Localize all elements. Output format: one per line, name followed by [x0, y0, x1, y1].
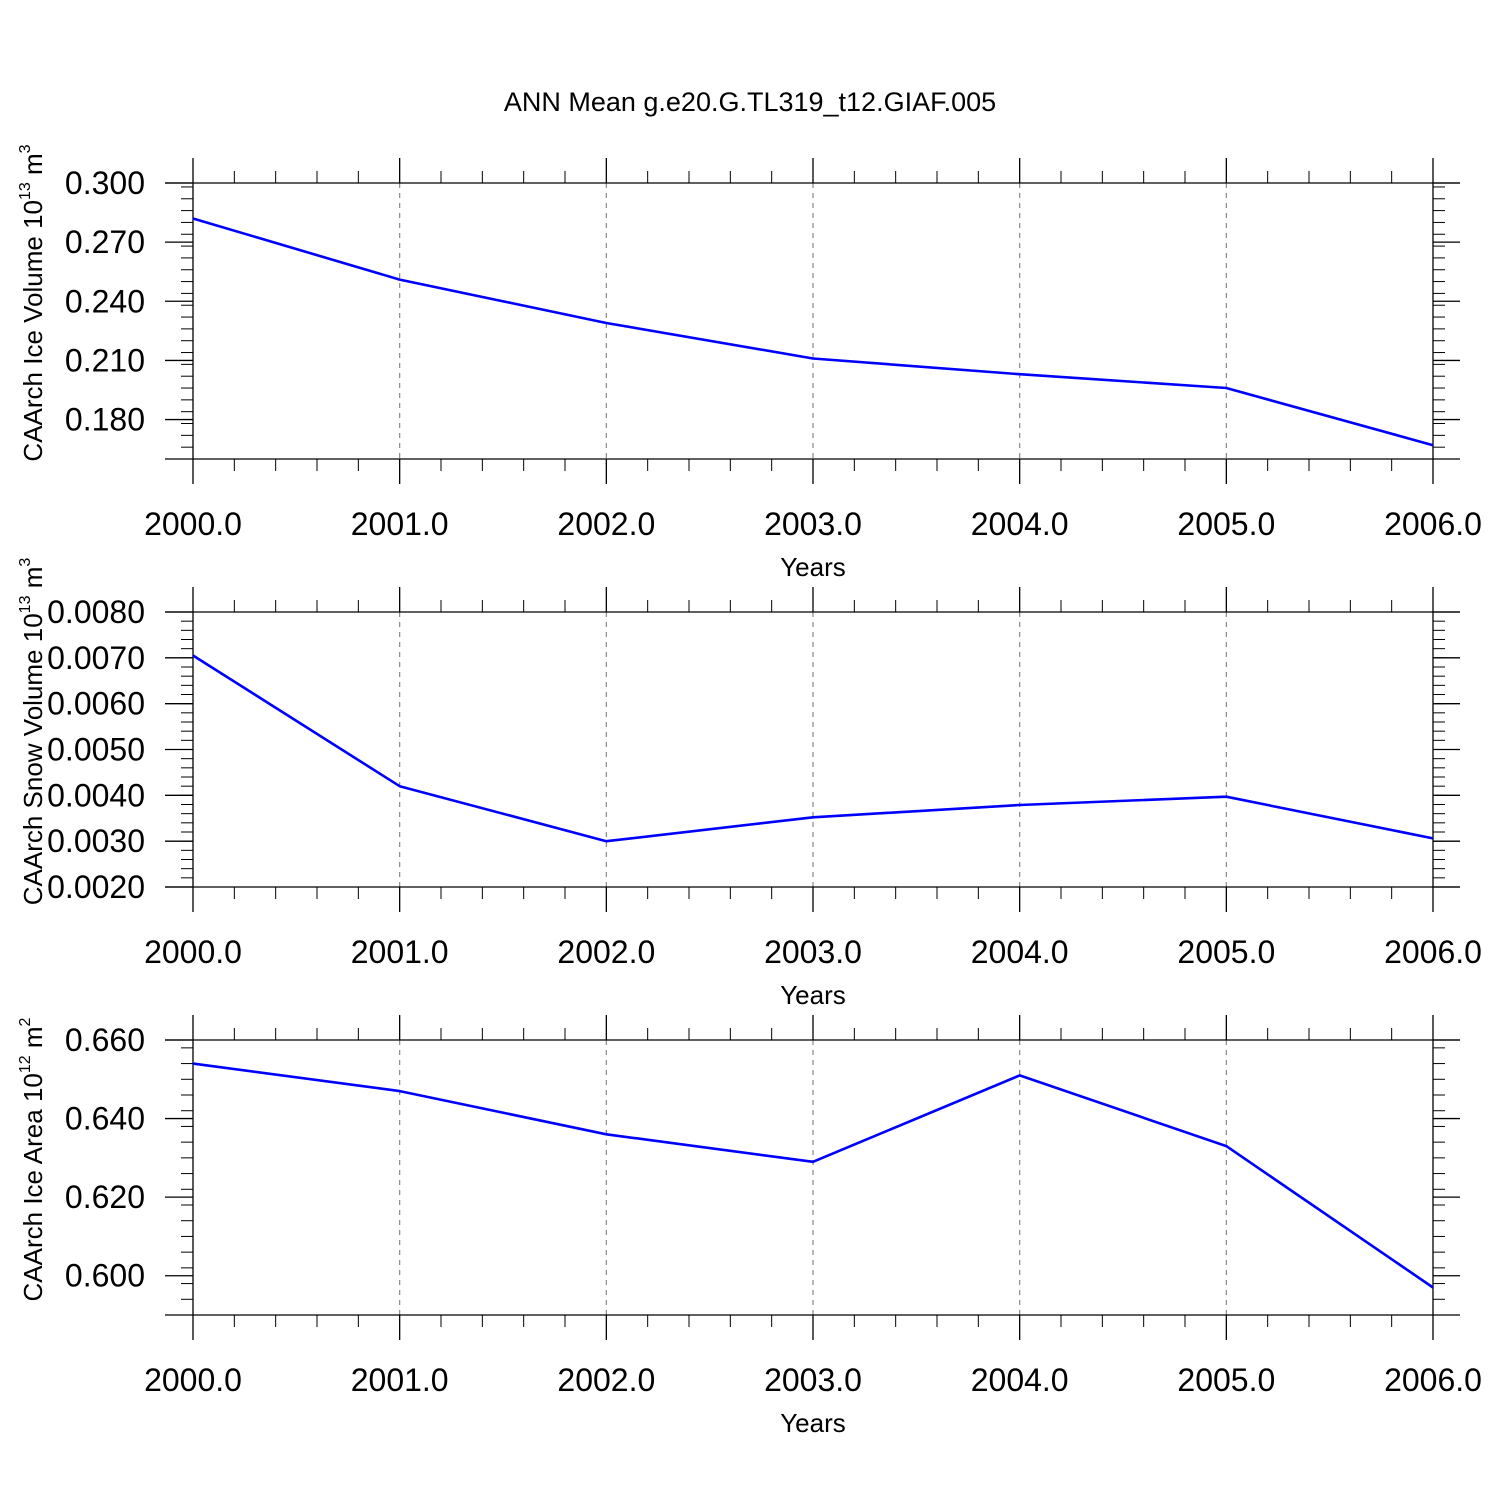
- x-tick-label: 2001.0: [351, 934, 449, 970]
- x-tick-label: 2002.0: [557, 934, 655, 970]
- y-axis-title-exp: 12: [17, 1055, 34, 1073]
- y-tick-label: 0.180: [65, 402, 145, 438]
- y-tick-label: 0.0050: [47, 732, 145, 768]
- y-axis-title: CAArch Ice Area 1012 m2: [17, 1017, 48, 1301]
- y-tick-label: 0.210: [65, 342, 145, 378]
- y-tick-label: 0.0070: [47, 640, 145, 676]
- y-tick-label: 0.640: [65, 1101, 145, 1137]
- y-axis-title-main: CAArch Snow Volume 10: [18, 613, 48, 905]
- x-tick-label: 2002.0: [557, 506, 655, 542]
- y-tick-label: 0.0040: [47, 777, 145, 813]
- panel-ice-area: 2000.0 2001.0 2002.0 2003.0 2004.0 2005.0 2006…: [17, 1015, 1482, 1438]
- panel-snow-volume: 2000.0 2001.0 2002.0 2003.0 2004.0 2005.0 2006…: [17, 558, 1482, 1010]
- x-tick-label: 2004.0: [971, 934, 1069, 970]
- y-tick-label: 0.660: [65, 1022, 145, 1058]
- y-axis-title-unit-exp: 3: [17, 144, 34, 153]
- y-axis-title-exp: 13: [17, 182, 34, 200]
- x-axis-title: Years: [780, 1408, 846, 1438]
- x-tick-label: 2006.0: [1384, 1362, 1482, 1398]
- y-axis-title-exp: 13: [17, 595, 34, 613]
- y-axis-title-unit-exp: 2: [17, 1017, 34, 1026]
- y-tick-label: 0.0080: [47, 594, 145, 630]
- y-tick-label: 0.300: [65, 165, 145, 201]
- x-tick-label: 2003.0: [764, 506, 862, 542]
- x-tick-label: 2006.0: [1384, 506, 1482, 542]
- y-tick-label: 0.0060: [47, 686, 145, 722]
- x-tick-label: 2003.0: [764, 1362, 862, 1398]
- y-tick-label: 0.0020: [47, 869, 145, 905]
- x-tick-label: 2002.0: [557, 1362, 655, 1398]
- y-tick-label: 0.0030: [47, 823, 145, 859]
- y-axis-title: CAArch Ice Volume 1013 m3: [17, 144, 48, 461]
- y-tick-label: 0.270: [65, 224, 145, 260]
- series-line: [192, 1062, 1434, 1289]
- series-line: [192, 217, 1434, 447]
- x-tick-label: 2001.0: [351, 506, 449, 542]
- x-axis-title: Years: [780, 552, 846, 582]
- x-tick-label: 2000.0: [144, 506, 242, 542]
- x-tick-label: 2006.0: [1384, 934, 1482, 970]
- y-tick-label: 0.240: [65, 283, 145, 319]
- x-tick-label: 2004.0: [971, 506, 1069, 542]
- y-axis-title: CAArch Snow Volume 1013 m3: [17, 558, 48, 906]
- y-axis-title-main: CAArch Ice Volume 10: [18, 200, 48, 462]
- x-tick-label: 2003.0: [764, 934, 862, 970]
- x-tick-label: 2004.0: [971, 1362, 1069, 1398]
- x-tick-label: 2001.0: [351, 1362, 449, 1398]
- y-axis-title-main: CAArch Ice Area 10: [18, 1073, 48, 1301]
- y-tick-label: 0.600: [65, 1258, 145, 1294]
- x-tick-label: 2000.0: [144, 934, 242, 970]
- series-line: [192, 654, 1434, 843]
- y-axis-title-unit-exp: 3: [17, 558, 34, 567]
- x-tick-label: 2005.0: [1177, 934, 1275, 970]
- y-tick-label: 0.620: [65, 1179, 145, 1215]
- y-axis-title-unit: m: [18, 153, 48, 182]
- x-tick-label: 2005.0: [1177, 1362, 1275, 1398]
- y-axis-title-unit: m: [18, 567, 48, 596]
- x-tick-label: 2005.0: [1177, 506, 1275, 542]
- x-axis-title: Years: [780, 980, 846, 1010]
- x-tick-label: 2000.0: [144, 1362, 242, 1398]
- panel-ice-volume: 2000.0 2001.0 2002.0 2003.0 2004.0 2005.0 2006…: [17, 144, 1482, 582]
- y-axis-title-unit: m: [18, 1026, 48, 1055]
- figure-title: ANN Mean g.e20.G.TL319_t12.GIAF.005: [504, 87, 996, 117]
